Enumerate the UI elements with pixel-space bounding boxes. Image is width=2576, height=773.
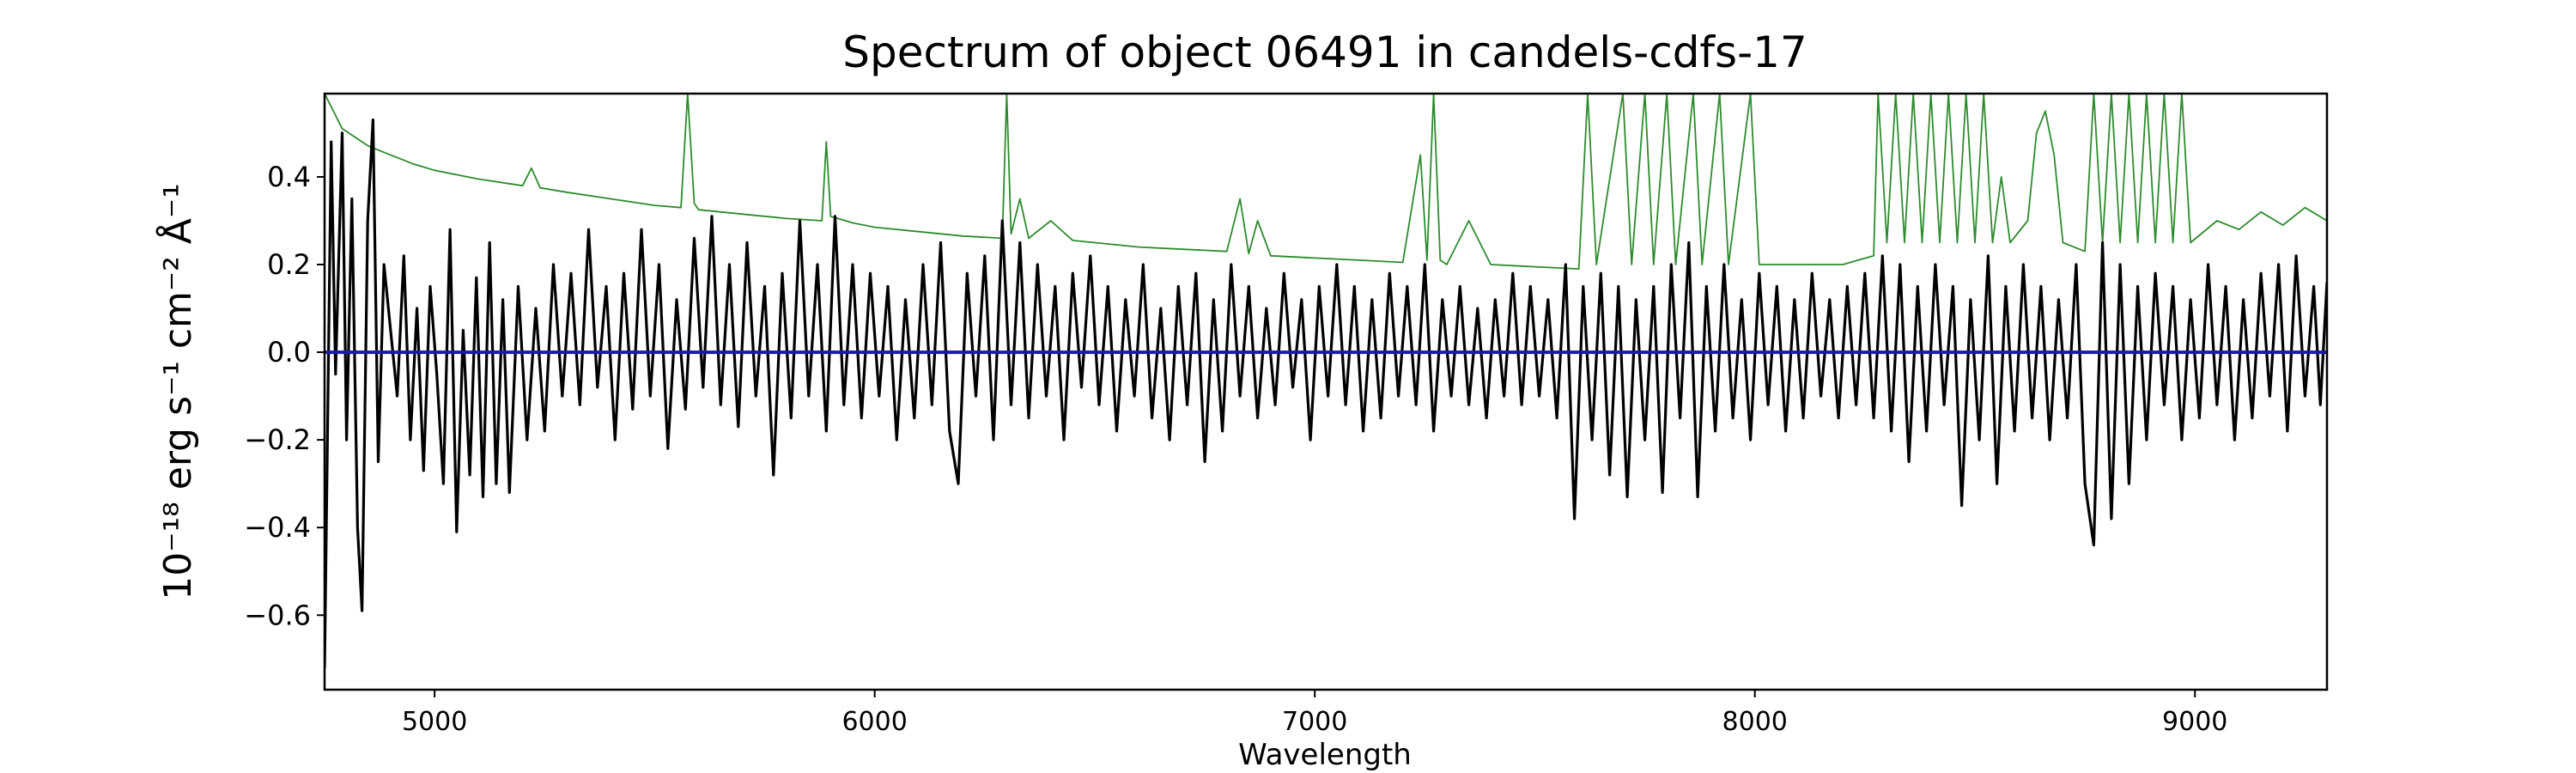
x-axis: 5000 6000 7000 8000 9000 — [402, 690, 2227, 737]
y-tick-label: −0.6 — [244, 599, 311, 631]
y-tick-label: 0.4 — [267, 161, 311, 193]
y-axis: 0.4 0.2 0.0 −0.2 −0.4 −0.6 — [244, 161, 325, 631]
chart-title: Spectrum of object 06491 in candels-cdfs… — [842, 27, 1807, 77]
x-tick-label: 5000 — [402, 707, 467, 737]
y-tick-label: −0.2 — [244, 423, 311, 456]
y-tick-label: 0.2 — [267, 248, 311, 281]
y-axis-label: 10⁻¹⁸ erg s⁻¹ cm⁻² Å⁻¹ — [155, 183, 200, 600]
x-tick-label: 7000 — [1282, 707, 1347, 737]
y-tick-label: 0.0 — [267, 336, 311, 368]
x-axis-label: Wavelength — [1238, 738, 1412, 772]
x-tick-label: 6000 — [841, 707, 907, 737]
x-tick-label: 8000 — [1722, 707, 1788, 737]
y-tick-label: −0.4 — [244, 511, 311, 544]
series-error-line — [325, 94, 2327, 270]
plot-area-frame — [323, 92, 2329, 691]
x-tick-label: 9000 — [2162, 707, 2227, 737]
series-layer — [325, 94, 2327, 668]
series-flux-line — [325, 119, 2327, 668]
